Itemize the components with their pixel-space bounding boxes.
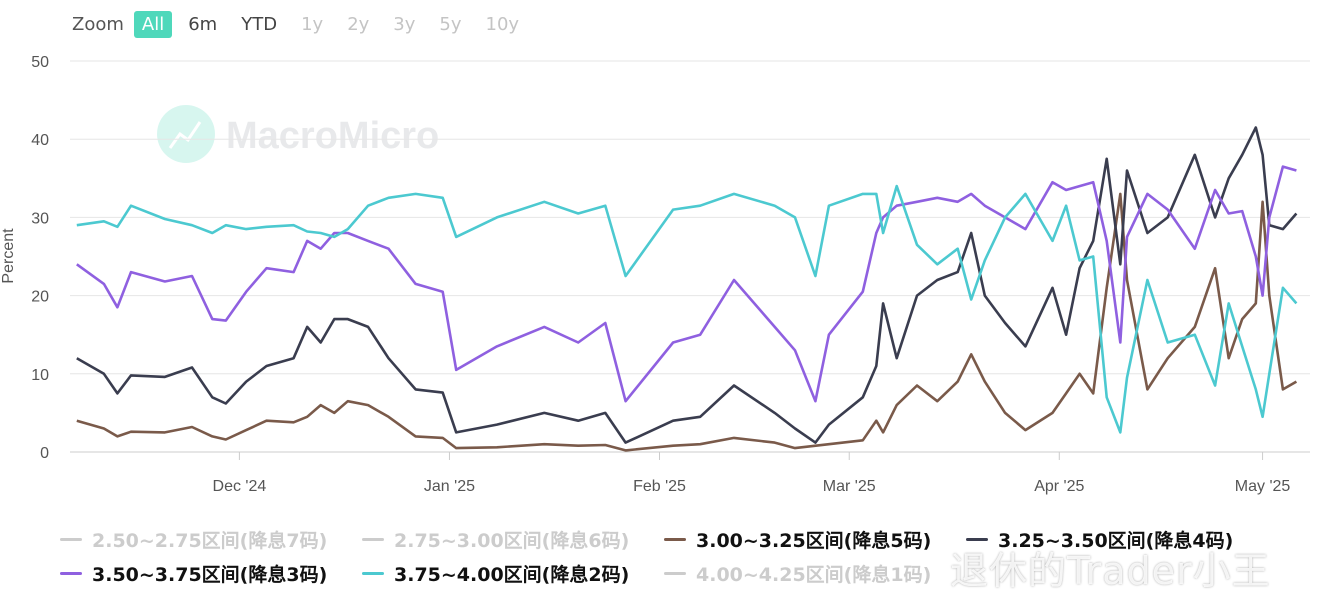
legend-label: 2.50~2.75区间(降息7码) <box>92 530 328 552</box>
legend-swatch <box>362 572 384 575</box>
zoom-button-10y[interactable]: 10y <box>485 13 520 35</box>
legend-item-0[interactable]: 2.50~2.75区间(降息7码) <box>60 526 327 553</box>
zoom-button-6m[interactable]: 6m <box>188 13 218 35</box>
legend-label: 3.50~3.75区间(降息3码) <box>92 564 328 586</box>
legend-swatch <box>362 538 384 541</box>
line-chart: MacroMicro 0 10 20 30 40 50 Dec '24 Jan '25 Feb… <box>0 54 1310 495</box>
legend-swatch <box>60 538 82 541</box>
x-tick-label: Mar '25 <box>823 478 876 495</box>
y-axis-label: Percent <box>0 228 17 284</box>
corner-watermark: 退休的Trader小王 <box>950 549 1271 593</box>
zoom-button-ytd[interactable]: YTD <box>241 13 278 35</box>
y-tick-label: 50 <box>31 54 49 71</box>
legend-item-2[interactable]: 3.00~3.25区间(降息5码) <box>664 526 931 553</box>
zoom-button-5y[interactable]: 5y <box>439 13 462 35</box>
legend-label: 3.75~4.00区间(降息2码) <box>394 564 630 586</box>
legend-label: 4.00~4.25区间(降息1码) <box>696 564 932 586</box>
legend-label: 3.25~3.50区间(降息4码) <box>998 530 1234 552</box>
legend-item-3[interactable]: 3.25~3.50区间(降息4码) <box>966 526 1233 553</box>
series-line-5 <box>76 184 1298 434</box>
x-tick-label: Feb '25 <box>633 478 686 495</box>
y-axis: 0 10 20 30 40 50 <box>31 54 49 462</box>
legend-item-1[interactable]: 2.75~3.00区间(降息6码) <box>362 526 629 553</box>
legend-item-4[interactable]: 3.50~3.75区间(降息3码) <box>60 560 327 587</box>
x-tick-label: Apr '25 <box>1034 478 1084 495</box>
legend-swatch <box>966 538 988 541</box>
zoom-button-2y[interactable]: 2y <box>347 13 370 35</box>
series-line-4 <box>76 165 1297 403</box>
zoom-bar: Zoom All 6m YTD 1y 2y 3y 5y 10y <box>62 8 535 40</box>
x-axis: Dec '24 Jan '25 Feb '25 Mar '25 Apr '25 May '… <box>213 452 1291 495</box>
zoom-button-3y[interactable]: 3y <box>393 13 416 35</box>
zoom-button-1y[interactable]: 1y <box>301 13 324 35</box>
legend-label: 2.75~3.00区间(降息6码) <box>394 530 630 552</box>
y-tick-label: 40 <box>31 132 49 149</box>
y-tick-label: 0 <box>40 445 49 462</box>
series <box>76 126 1298 452</box>
watermark-text: MacroMicro <box>226 115 439 157</box>
legend-swatch <box>664 538 686 541</box>
x-tick-label: Dec '24 <box>213 478 267 495</box>
x-tick-label: Jan '25 <box>424 478 475 495</box>
series-line-3 <box>76 126 1298 444</box>
legend-label: 3.00~3.25区间(降息5码) <box>696 530 932 552</box>
y-tick-label: 20 <box>31 289 49 306</box>
legend-item-6[interactable]: 4.00~4.25区间(降息1码) <box>664 560 931 587</box>
y-tick-label: 10 <box>31 367 49 384</box>
y-tick-label: 30 <box>31 210 49 227</box>
zoom-button-all[interactable]: All <box>133 10 173 38</box>
zoom-label: Zoom <box>72 13 124 35</box>
legend-item-5[interactable]: 3.75~4.00区间(降息2码) <box>362 560 629 587</box>
x-tick-label: May '25 <box>1235 478 1291 495</box>
grid <box>70 60 1310 453</box>
legend-swatch <box>664 572 686 575</box>
legend-swatch <box>60 572 82 575</box>
series-line-2 <box>76 192 1298 452</box>
watermark-logo: MacroMicro <box>157 105 439 163</box>
